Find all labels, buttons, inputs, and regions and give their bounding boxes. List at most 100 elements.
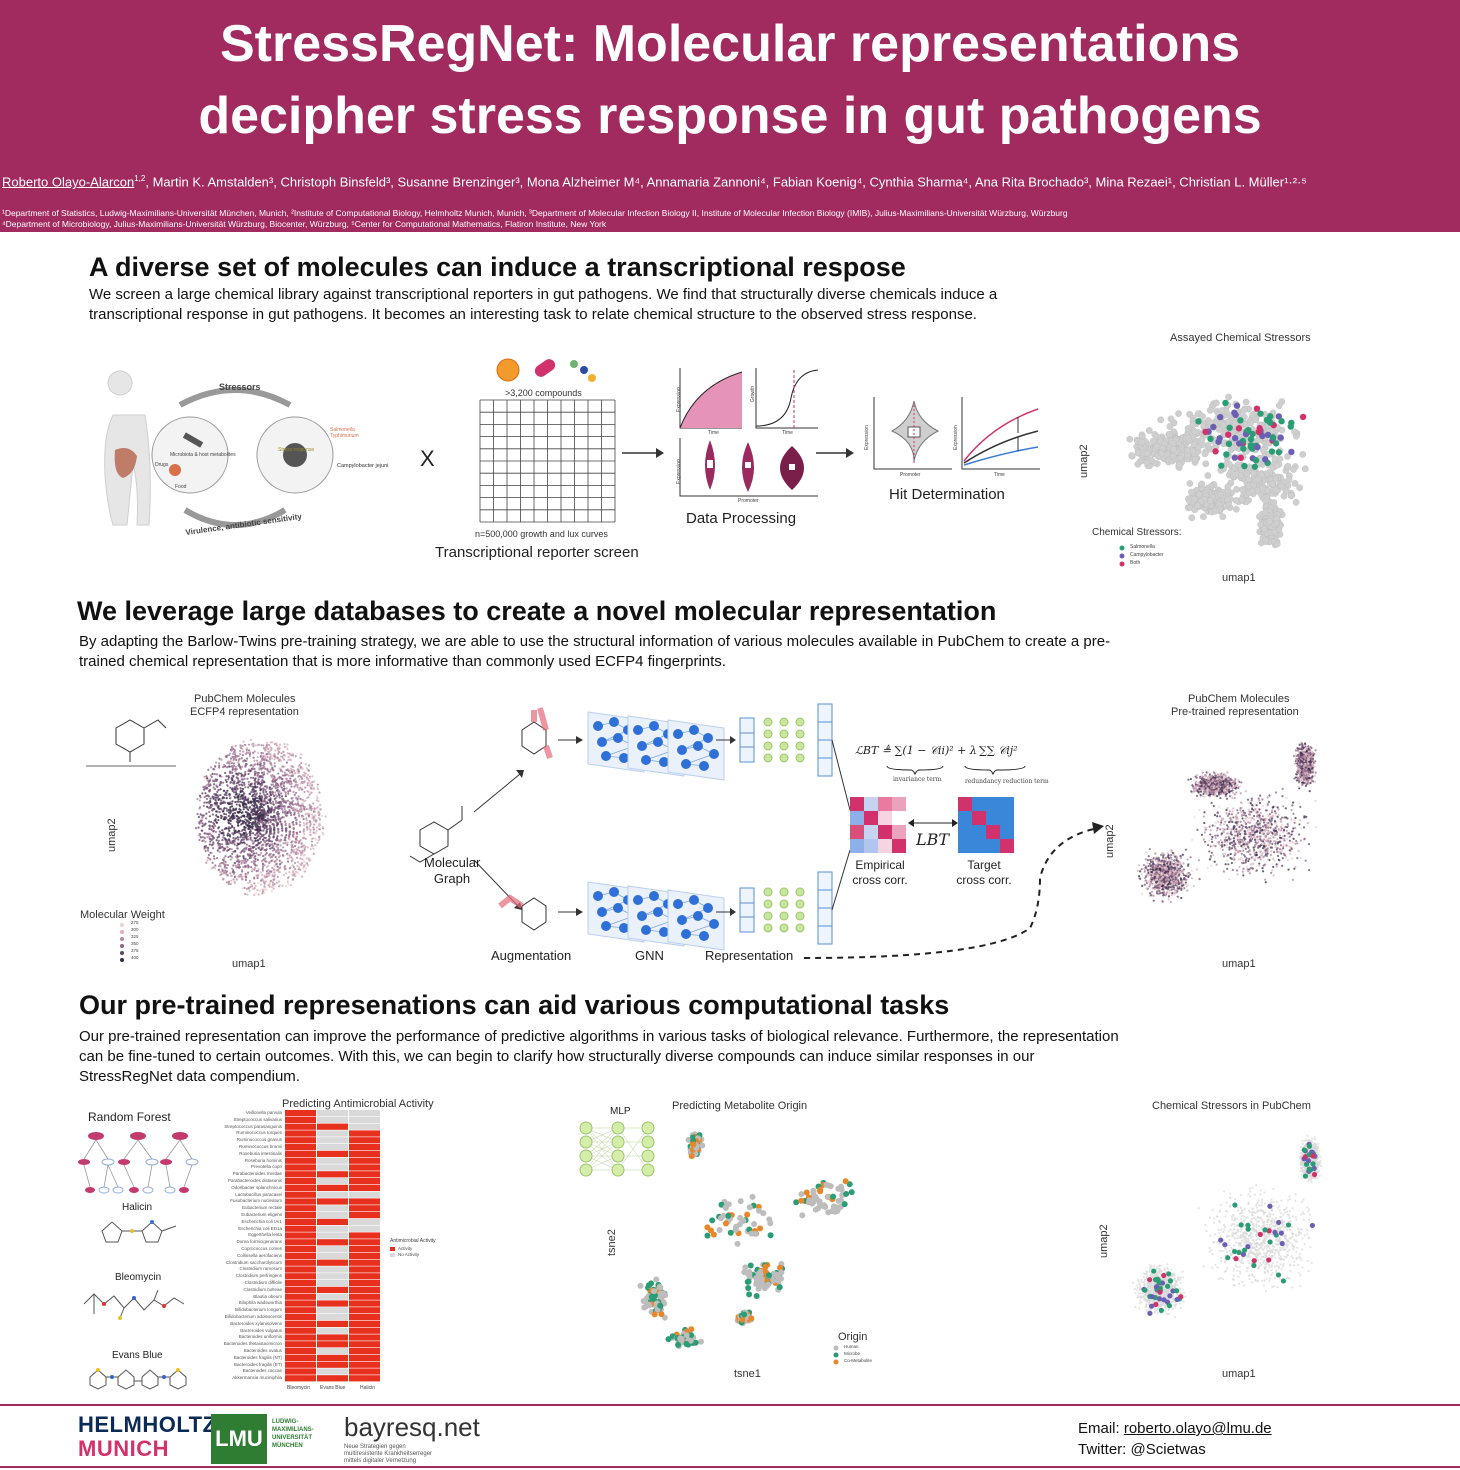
ecfp-point xyxy=(264,816,267,819)
umap-point xyxy=(1217,491,1224,498)
ecfp-point xyxy=(284,745,287,748)
stressor-point xyxy=(1231,409,1238,416)
ecfp-point xyxy=(264,757,267,760)
ecfp-point xyxy=(234,790,238,793)
ecfp-point xyxy=(249,836,252,839)
ecfp-point xyxy=(289,753,292,756)
pretrained-point xyxy=(1223,828,1226,831)
ecfp-point xyxy=(262,846,265,849)
ecfp-point xyxy=(269,792,272,795)
ecfp-point xyxy=(264,749,267,752)
ecfp-point xyxy=(234,769,237,773)
ecfp-point xyxy=(262,747,265,750)
ecfp-point xyxy=(265,785,268,788)
pretrained-point xyxy=(1298,833,1301,836)
ecfp-point xyxy=(217,818,220,822)
microbiota-label: Microbiota & host metabolites xyxy=(170,452,236,458)
ecfp-point xyxy=(269,839,272,843)
gnn-node xyxy=(633,725,643,735)
ecfp-point xyxy=(211,772,214,776)
gnn-node xyxy=(641,755,651,765)
pretrained-point xyxy=(1263,842,1266,845)
ecfp-point xyxy=(264,746,267,749)
ecfp-point xyxy=(240,757,243,760)
ecfp-point xyxy=(289,883,292,887)
ecfp-point xyxy=(240,861,244,864)
ecfp-point xyxy=(285,746,289,749)
ecfp-point xyxy=(270,787,274,790)
ecfp-point xyxy=(288,809,291,812)
ecfp-point xyxy=(208,790,211,793)
ecfp-point xyxy=(284,849,287,852)
ecfp-point xyxy=(247,783,251,786)
ecfp-point xyxy=(242,814,246,817)
ecfp-point xyxy=(253,837,256,840)
ecfp-point xyxy=(305,857,309,860)
ecfp-point xyxy=(198,822,201,825)
ecfp-point xyxy=(313,780,316,783)
pretrained-point xyxy=(1279,829,1283,832)
redundancy-term: redundancy reduction term xyxy=(965,778,1049,785)
pretrained-point xyxy=(1206,866,1209,870)
ecfp-point xyxy=(262,808,266,811)
ecfp-point xyxy=(223,848,226,851)
pretrained-point xyxy=(1277,808,1280,811)
stressor-point xyxy=(1287,423,1294,430)
ecfp-point xyxy=(304,772,307,775)
ecfp-point xyxy=(319,808,322,811)
ecfp-point xyxy=(247,822,250,825)
ecfp-point xyxy=(234,807,238,810)
ecfp-point xyxy=(217,788,220,792)
ecfp-point xyxy=(289,777,292,780)
pretrained-umap xyxy=(1136,741,1317,904)
ecfp-point xyxy=(277,856,281,859)
ecfp-point xyxy=(282,854,285,857)
pretrained-point xyxy=(1228,810,1231,813)
ecfp-point xyxy=(279,817,282,821)
ecfp-point xyxy=(295,870,298,874)
umap-point xyxy=(1184,425,1192,432)
ecfp-point xyxy=(248,792,251,795)
ecfp-point xyxy=(280,765,284,768)
ecfp-point xyxy=(258,768,261,771)
ecfp-point xyxy=(214,818,217,821)
ecfp-point xyxy=(254,744,257,747)
ecfp-point xyxy=(256,799,259,802)
ecfp-point xyxy=(235,772,238,775)
ecfp-point xyxy=(205,797,209,801)
ecfp-point xyxy=(237,876,240,879)
ecfp-point xyxy=(241,744,244,748)
ecfp-point xyxy=(270,886,274,889)
ecfp-point xyxy=(262,773,265,777)
ecfp-point xyxy=(295,818,298,822)
ecfp-point xyxy=(273,776,276,779)
ecfp-point xyxy=(264,790,268,793)
ecfp-point xyxy=(253,799,256,802)
umap-point xyxy=(1207,497,1214,505)
mw-tick-0: 275 xyxy=(131,920,139,925)
ecfp-point xyxy=(265,872,268,875)
ecfp-point xyxy=(241,875,244,878)
ecfp-point xyxy=(285,777,288,780)
ecfp-point xyxy=(264,821,268,824)
ecfp-point xyxy=(261,800,265,803)
umap-point xyxy=(1195,491,1203,498)
ecfp-point xyxy=(241,859,245,862)
ecfp-point xyxy=(269,790,272,794)
hit-determination-plots xyxy=(873,397,1040,470)
ecfp-point xyxy=(243,864,247,868)
ecfp-point xyxy=(253,782,256,786)
gnn-node xyxy=(699,931,709,941)
ecfp-point xyxy=(250,870,254,873)
ecfp-point xyxy=(245,833,248,836)
ecfp-point xyxy=(245,887,248,890)
pretrained-point xyxy=(1196,773,1199,777)
ecfp-point xyxy=(270,757,274,760)
pretrained-point xyxy=(1225,797,1229,800)
ecfp-point xyxy=(250,866,253,869)
pretrained-point xyxy=(1222,853,1225,856)
ecfp-point xyxy=(272,785,276,788)
stressor-point xyxy=(1275,413,1283,420)
pretrained-point xyxy=(1218,805,1221,809)
pretrained-point xyxy=(1137,875,1141,878)
